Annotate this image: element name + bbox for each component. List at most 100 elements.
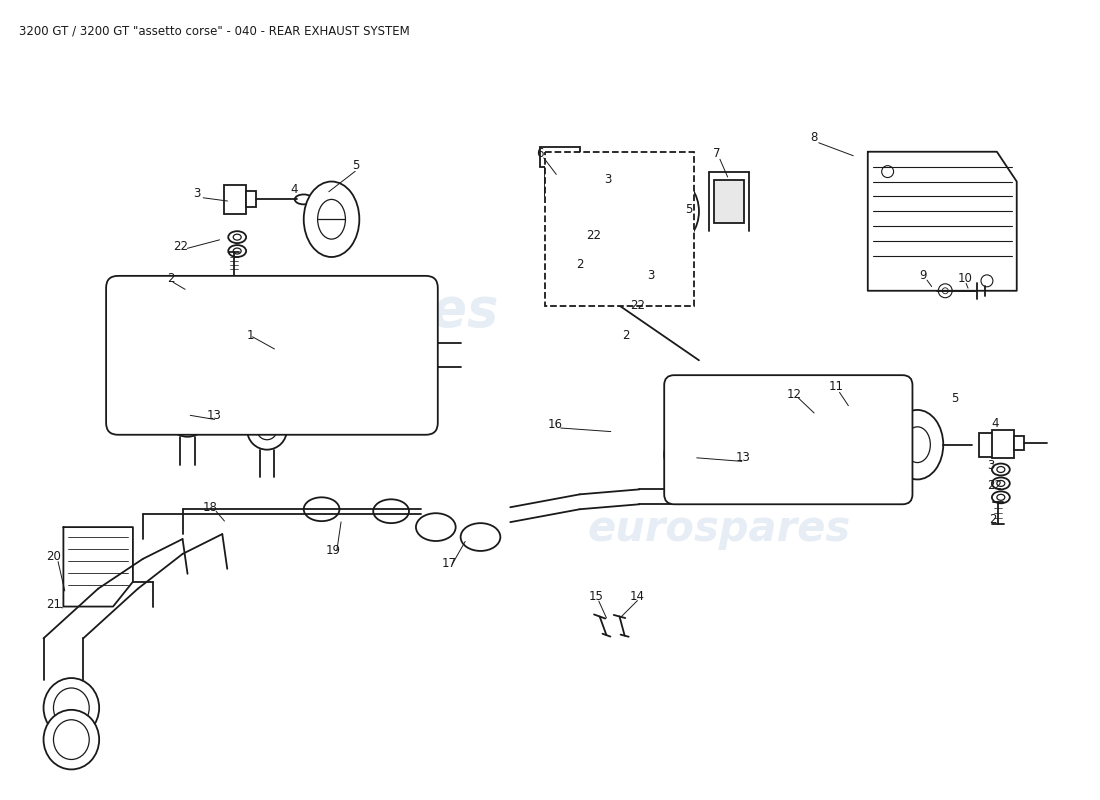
Text: 22: 22 (988, 479, 1002, 492)
Ellipse shape (214, 298, 250, 413)
Ellipse shape (565, 206, 584, 218)
Ellipse shape (882, 166, 893, 178)
Text: eurospares: eurospares (587, 508, 850, 550)
Bar (600, 197, 621, 224)
Ellipse shape (373, 499, 409, 523)
Ellipse shape (176, 403, 199, 427)
Text: 5: 5 (352, 159, 359, 172)
Ellipse shape (304, 498, 340, 521)
Text: 22: 22 (630, 299, 645, 312)
Text: 2: 2 (621, 329, 629, 342)
Bar (992, 430, 1014, 458)
Text: 13: 13 (735, 451, 750, 464)
Ellipse shape (981, 275, 993, 286)
Ellipse shape (938, 284, 953, 298)
Ellipse shape (165, 298, 200, 413)
FancyBboxPatch shape (106, 276, 438, 434)
Text: 20: 20 (46, 550, 60, 563)
Bar (979, 433, 999, 457)
Text: 3: 3 (987, 459, 994, 472)
Ellipse shape (663, 195, 688, 227)
Ellipse shape (997, 481, 1004, 486)
Ellipse shape (571, 222, 579, 228)
Bar (548, 158, 572, 177)
Ellipse shape (637, 160, 685, 227)
Ellipse shape (461, 523, 500, 551)
Text: 11: 11 (828, 379, 844, 393)
Ellipse shape (607, 260, 616, 266)
Bar (565, 164, 586, 191)
Ellipse shape (54, 720, 89, 759)
Text: 21: 21 (46, 598, 60, 611)
Ellipse shape (992, 491, 1010, 503)
Text: 9: 9 (920, 270, 927, 282)
FancyBboxPatch shape (664, 375, 913, 504)
Text: 12: 12 (786, 387, 802, 401)
Ellipse shape (248, 410, 287, 450)
Ellipse shape (694, 395, 724, 485)
Ellipse shape (904, 427, 931, 462)
Text: 1: 1 (246, 329, 254, 342)
Bar (621, 203, 631, 218)
Ellipse shape (739, 395, 769, 485)
Ellipse shape (674, 445, 694, 465)
Ellipse shape (44, 678, 99, 738)
Text: 13: 13 (207, 410, 222, 422)
Ellipse shape (166, 393, 209, 437)
Text: 15: 15 (588, 590, 603, 603)
Ellipse shape (318, 199, 345, 239)
Text: 3: 3 (648, 270, 654, 282)
Text: 2: 2 (167, 272, 175, 286)
Ellipse shape (571, 208, 579, 214)
Bar (544, 152, 694, 306)
Text: 3200 GT / 3200 GT "assetto corse" - 040 - REAR EXHAUST SYSTEM: 3200 GT / 3200 GT "assetto corse" - 040 … (19, 25, 409, 38)
Ellipse shape (416, 514, 455, 541)
Text: eurospares: eurospares (165, 285, 498, 337)
Ellipse shape (229, 245, 246, 257)
Text: 5: 5 (685, 203, 693, 216)
Ellipse shape (304, 182, 360, 257)
Ellipse shape (54, 688, 89, 728)
Ellipse shape (823, 395, 852, 485)
Text: 4: 4 (991, 418, 999, 430)
Ellipse shape (233, 248, 241, 254)
Bar (714, 179, 744, 223)
Text: 22: 22 (586, 229, 602, 242)
Text: 3: 3 (604, 173, 612, 186)
Ellipse shape (892, 410, 944, 479)
Ellipse shape (649, 175, 673, 211)
Bar (1014, 436, 1024, 450)
Text: 5: 5 (952, 391, 959, 405)
Text: 7: 7 (713, 147, 721, 160)
Text: 17: 17 (441, 558, 456, 570)
Text: 16: 16 (548, 418, 562, 431)
Text: 14: 14 (630, 590, 645, 603)
Text: 10: 10 (958, 272, 972, 286)
Ellipse shape (603, 243, 620, 255)
Bar (246, 191, 256, 207)
Ellipse shape (943, 288, 948, 294)
Ellipse shape (44, 710, 99, 770)
Bar (540, 146, 580, 166)
Bar (224, 185, 246, 214)
Ellipse shape (997, 466, 1004, 473)
Ellipse shape (233, 234, 241, 240)
Text: 18: 18 (202, 501, 218, 514)
Text: 4: 4 (290, 183, 297, 196)
Ellipse shape (314, 298, 350, 413)
Ellipse shape (607, 246, 616, 252)
Ellipse shape (229, 231, 246, 243)
Ellipse shape (264, 298, 299, 413)
Text: 19: 19 (326, 545, 341, 558)
Ellipse shape (295, 194, 312, 204)
Text: 2: 2 (989, 513, 997, 526)
Text: 6: 6 (537, 147, 543, 160)
Ellipse shape (565, 219, 584, 231)
Bar (586, 170, 596, 186)
Ellipse shape (997, 494, 1004, 500)
Ellipse shape (992, 463, 1010, 475)
Text: 22: 22 (173, 239, 188, 253)
Ellipse shape (603, 257, 620, 269)
Ellipse shape (257, 420, 277, 440)
Ellipse shape (992, 478, 1010, 490)
